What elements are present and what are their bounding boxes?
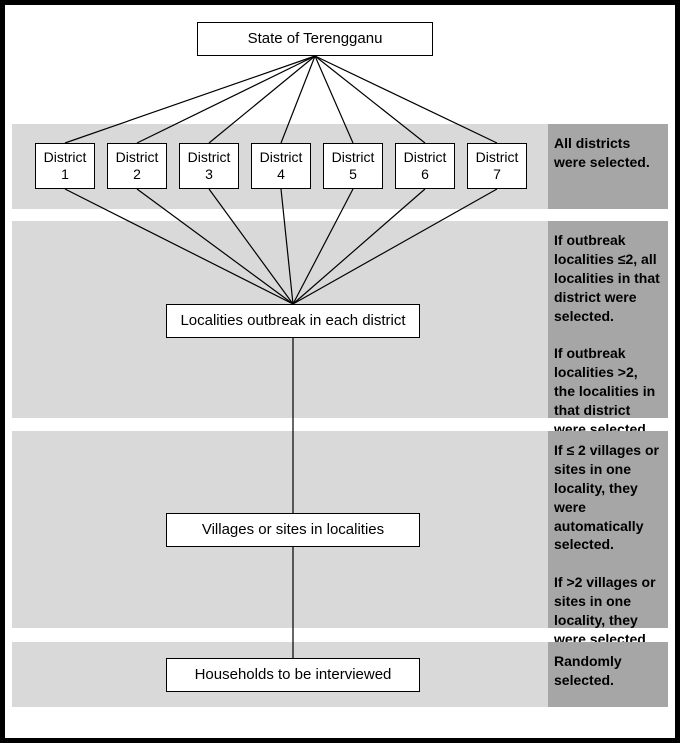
band-right-villages: If ≤ 2 villages or sites in one locality…	[548, 431, 668, 628]
diagram-canvas: All districts were selected. If outbreak …	[0, 0, 680, 743]
district-node-3: District3	[179, 143, 239, 189]
band-right-localities: If outbreak localities ≤2, all localitie…	[548, 221, 668, 418]
localities-node: Localities outbreak in each district	[166, 304, 420, 338]
villages-label: Villages or sites in localities	[202, 521, 384, 539]
band-right-households: Randomly selected.	[548, 642, 668, 707]
district-node-1: District1	[35, 143, 95, 189]
households-label: Households to be interviewed	[195, 666, 392, 684]
localities-label: Localities outbreak in each district	[180, 312, 405, 330]
district-node-5: District5	[323, 143, 383, 189]
district-node-6: District6	[395, 143, 455, 189]
district-node-2: District2	[107, 143, 167, 189]
band-right-districts: All districts were selected.	[548, 124, 668, 209]
district-node-7: District7	[467, 143, 527, 189]
district-node-4: District4	[251, 143, 311, 189]
households-node: Households to be interviewed	[166, 658, 420, 692]
villages-node: Villages or sites in localities	[166, 513, 420, 547]
root-node: State of Terengganu	[197, 22, 433, 56]
root-label: State of Terengganu	[248, 30, 383, 48]
